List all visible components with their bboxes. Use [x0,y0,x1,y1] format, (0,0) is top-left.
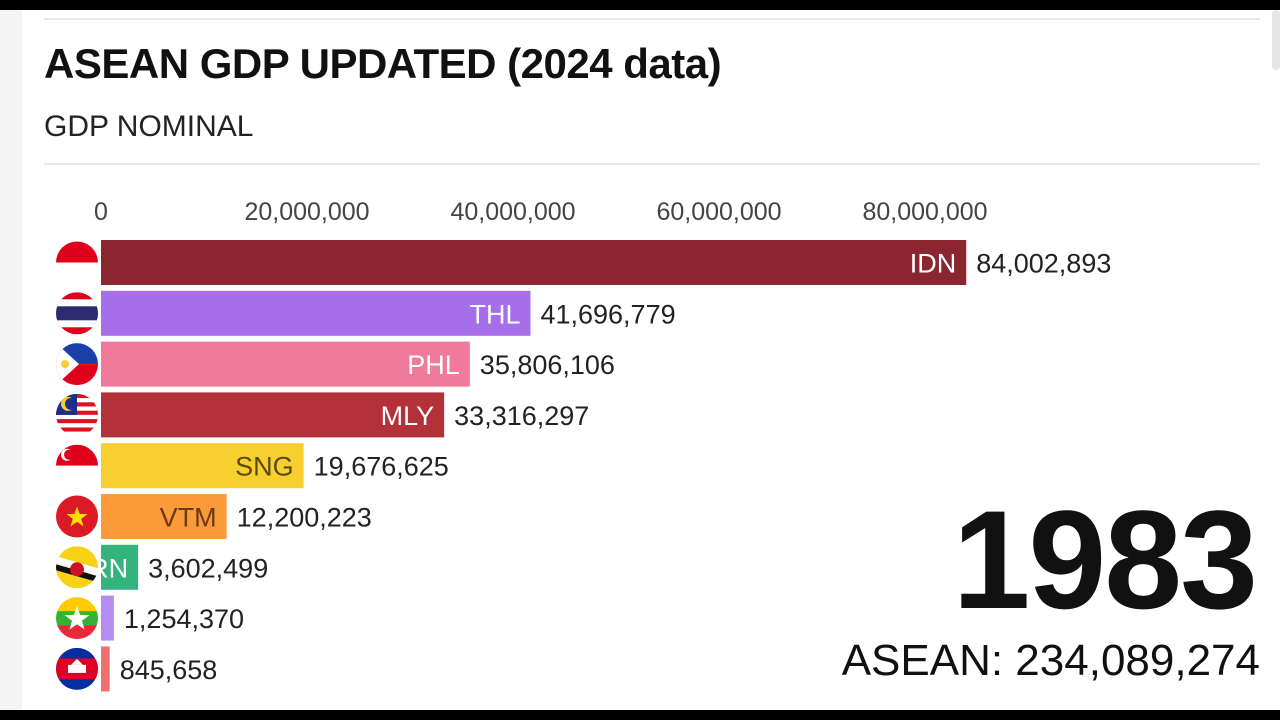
myanmar-flag-icon [56,597,98,640]
cambodia-flag-icon [56,647,98,690]
bar-thl [101,290,531,336]
philippines-flag-icon [56,343,98,386]
bar-label: IDN [910,249,957,279]
thailand-flag-icon [56,292,98,335]
bar-label: MLY [381,401,435,431]
vietnam-flag-icon [56,495,98,538]
indonesia-flag-icon [56,241,98,284]
value-label: 3,602,499 [148,553,268,583]
bar-label: RN [89,553,128,583]
bar-vtm [101,494,227,539]
bar-idn [101,240,967,285]
singapore-flag-icon [56,444,98,487]
scrollbar[interactable] [1272,10,1280,70]
value-label: 1,254,370 [124,604,244,634]
brunei-flag-icon [56,546,98,589]
value-label: 19,676,625 [314,452,449,482]
x-tick-label: 60,000,000 [656,198,781,226]
value-label: 35,806,106 [480,350,615,380]
x-tick-label: 20,000,000 [244,198,369,226]
value-label: 845,658 [120,655,218,685]
value-label: 12,200,223 [237,503,372,533]
bar-mly [101,392,445,438]
bar-sng [101,443,304,489]
bar-label: PHL [407,350,460,380]
chart-title: ASEAN GDP UPDATED (2024 data) [44,40,722,87]
year-counter: 1983 [952,481,1258,638]
x-tick-label: 80,000,000 [862,198,987,226]
value-label: 41,696,779 [540,299,675,329]
chart-subtitle: GDP NOMINAL [44,110,254,143]
top-divider [44,18,1260,20]
x-tick-label: 0 [94,198,108,226]
bar-khm [101,646,110,692]
x-tick-label: 40,000,000 [450,198,575,226]
bar-label: THL [469,299,520,329]
asean-total: ASEAN: 234,089,274 [841,636,1260,685]
value-label: 84,002,893 [976,249,1111,279]
bar-mmr [101,595,114,641]
value-label: 33,316,297 [454,401,589,431]
left-strip [0,10,22,710]
bar-brn [101,544,139,590]
bar-label: VTM [160,503,217,533]
bar-phl [101,341,470,387]
header-divider [44,163,1260,165]
malaysia-flag-icon [56,393,98,436]
bar-label: SNG [235,452,294,482]
